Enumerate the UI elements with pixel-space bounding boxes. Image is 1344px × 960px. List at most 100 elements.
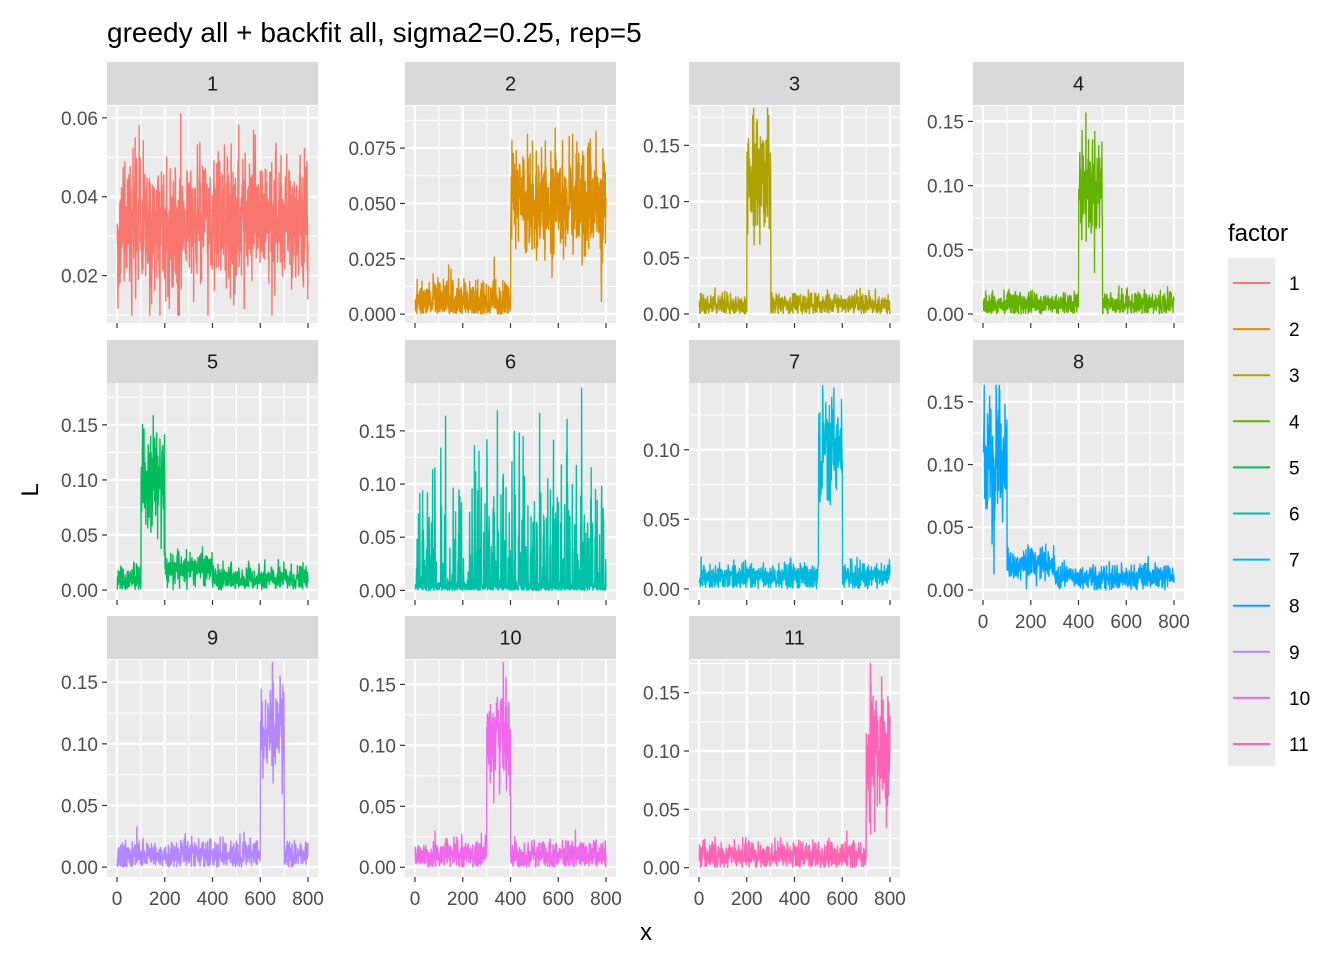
facet-strip-label: 1 bbox=[207, 74, 218, 96]
facet-strip bbox=[405, 340, 616, 383]
y-tick-label: 0.05 bbox=[643, 800, 680, 821]
x-tick-label: 200 bbox=[447, 889, 479, 910]
series-line-factor-10 bbox=[414, 661, 607, 868]
legend-label: 2 bbox=[1289, 320, 1300, 341]
facet-strip-label: 5 bbox=[207, 352, 218, 374]
legend-label: 1 bbox=[1289, 274, 1300, 295]
facet-strip bbox=[405, 616, 616, 659]
y-tick-label: 0.15 bbox=[643, 136, 680, 157]
x-tick-label: 800 bbox=[1158, 612, 1190, 633]
facet-strip bbox=[973, 340, 1184, 383]
legend-label: 7 bbox=[1289, 551, 1300, 572]
x-tick-label: 600 bbox=[1110, 612, 1142, 633]
series-line-factor-6 bbox=[414, 387, 607, 592]
x-tick-label: 400 bbox=[495, 889, 527, 910]
x-tick-label: 800 bbox=[292, 889, 324, 910]
y-tick-label: 0.000 bbox=[348, 305, 396, 326]
legend-label: 11 bbox=[1289, 735, 1309, 756]
y-tick-label: 0.15 bbox=[359, 422, 396, 443]
facet-panel-8: 8 0.00 0.05 0.10 0.15 0 200 400 600 800 bbox=[927, 340, 1190, 633]
legend-label: 10 bbox=[1289, 689, 1310, 710]
x-tick-label: 800 bbox=[590, 889, 622, 910]
y-tick-label: 0.05 bbox=[61, 526, 98, 547]
x-tick-label: 200 bbox=[731, 889, 763, 910]
facet-panel-5: 5 0.00 0.05 0.10 0.15 bbox=[61, 340, 318, 605]
y-tick-label: 0.050 bbox=[348, 194, 396, 215]
legend-item-5: 5 bbox=[1233, 458, 1300, 479]
facet-strip-label: 7 bbox=[789, 352, 800, 374]
legend-item-3: 3 bbox=[1233, 366, 1300, 387]
chart-title: greedy all + backfit all, sigma2=0.25, r… bbox=[107, 17, 642, 48]
y-tick-label: 0.15 bbox=[927, 112, 964, 133]
x-tick-label: 800 bbox=[874, 889, 906, 910]
facet-strip bbox=[689, 62, 900, 105]
x-tick-label: 600 bbox=[244, 889, 276, 910]
legend-item-7: 7 bbox=[1233, 551, 1300, 572]
x-tick-label: 400 bbox=[779, 889, 811, 910]
facet-strip bbox=[107, 616, 318, 659]
y-tick-label: 0.05 bbox=[927, 241, 964, 262]
y-tick-label: 0.10 bbox=[61, 735, 98, 756]
legend-item-6: 6 bbox=[1233, 505, 1300, 526]
facet-strip bbox=[973, 62, 1184, 105]
y-tick-label: 0.15 bbox=[359, 675, 396, 696]
legend-label: 6 bbox=[1289, 505, 1300, 526]
facet-strip-label: 2 bbox=[505, 74, 516, 96]
x-tick-label: 400 bbox=[1063, 612, 1095, 633]
x-axis-title: x bbox=[640, 919, 652, 946]
legend-label: 3 bbox=[1289, 366, 1300, 387]
x-tick-label: 0 bbox=[694, 889, 705, 910]
facet-panel-3: 3 0.00 0.05 0.10 0.15 bbox=[643, 62, 900, 328]
facet-panel-4: 4 0.00 0.05 0.10 0.15 bbox=[927, 62, 1184, 328]
y-tick-label: 0.05 bbox=[61, 796, 98, 817]
facet-panel-11: 11 0.00 0.05 0.10 0.15 0 200 400 600 800 bbox=[643, 616, 906, 910]
series-line-factor-7 bbox=[698, 385, 891, 590]
y-tick-label: 0.06 bbox=[61, 109, 98, 130]
y-tick-label: 0.02 bbox=[61, 267, 98, 288]
legend-title: factor bbox=[1228, 220, 1288, 247]
x-tick-label: 0 bbox=[112, 889, 123, 910]
y-tick-label: 0.10 bbox=[359, 475, 396, 496]
y-tick-label: 0.10 bbox=[61, 471, 98, 492]
x-tick-label: 200 bbox=[149, 889, 181, 910]
facet-strip-label: 9 bbox=[207, 628, 218, 650]
y-tick-label: 0.10 bbox=[643, 193, 680, 214]
facet-strip-label: 3 bbox=[789, 74, 800, 96]
y-tick-label: 0.15 bbox=[927, 393, 964, 414]
facet-strip bbox=[107, 340, 318, 383]
y-tick-label: 0.075 bbox=[348, 139, 396, 160]
facet-panel-7: 7 0.00 0.05 0.10 bbox=[643, 340, 900, 605]
series-line-factor-8 bbox=[982, 384, 1175, 591]
series-line-factor-11 bbox=[698, 662, 891, 869]
y-tick-label: 0.00 bbox=[61, 581, 98, 602]
series-line-factor-5 bbox=[116, 414, 309, 591]
y-tick-label: 0.15 bbox=[61, 673, 98, 694]
y-tick-label: 0.00 bbox=[927, 305, 964, 326]
series-line-factor-4 bbox=[982, 112, 1175, 315]
facet-panel-9: 9 0.00 0.05 0.10 0.15 0 200 400 600 800 bbox=[61, 616, 324, 910]
facet-strip-label: 11 bbox=[784, 628, 805, 650]
facet-panel-6: 6 0.00 0.05 0.10 0.15 bbox=[359, 340, 616, 605]
y-tick-label: 0.04 bbox=[61, 188, 98, 209]
y-tick-label: 0.05 bbox=[359, 528, 396, 549]
legend-item-9: 9 bbox=[1233, 643, 1300, 664]
legend-item-1: 1 bbox=[1233, 274, 1300, 295]
facet-strip-label: 8 bbox=[1073, 352, 1084, 374]
series-line-factor-2 bbox=[414, 127, 607, 315]
legend-label: 8 bbox=[1289, 597, 1300, 618]
facet-panel-10: 10 0.00 0.05 0.10 0.15 0 200 400 600 800 bbox=[359, 616, 622, 910]
y-tick-label: 0.10 bbox=[927, 456, 964, 477]
y-tick-label: 0.15 bbox=[61, 416, 98, 437]
y-tick-label: 0.00 bbox=[927, 581, 964, 602]
legend-item-11: 11 bbox=[1233, 735, 1309, 756]
y-tick-label: 0.00 bbox=[643, 859, 680, 880]
x-tick-label: 200 bbox=[1015, 612, 1047, 633]
series-line-factor-1 bbox=[116, 113, 309, 316]
legend-label: 5 bbox=[1289, 458, 1300, 479]
y-tick-label: 0.00 bbox=[359, 858, 396, 879]
facet-panel-2: 2 0.000 0.025 0.050 0.075 bbox=[348, 62, 616, 328]
x-tick-label: 0 bbox=[978, 612, 989, 633]
series-line-factor-9 bbox=[116, 661, 309, 868]
legend-item-10: 10 bbox=[1233, 689, 1310, 710]
y-tick-label: 0.00 bbox=[643, 305, 680, 326]
